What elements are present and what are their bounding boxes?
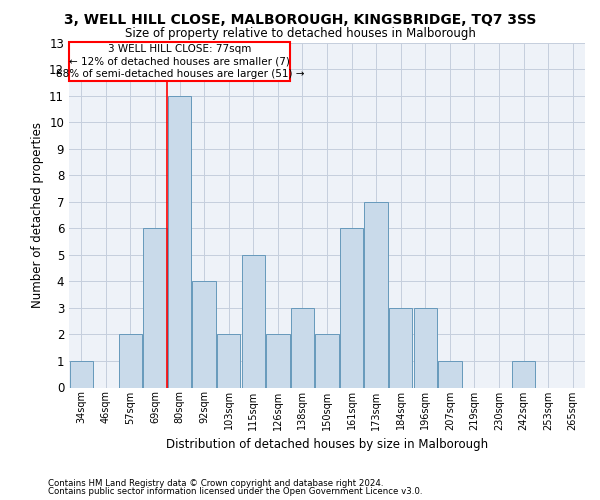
Y-axis label: Number of detached properties: Number of detached properties: [31, 122, 44, 308]
Bar: [389, 308, 412, 388]
Bar: [266, 334, 290, 388]
Text: 3, WELL HILL CLOSE, MALBOROUGH, KINGSBRIDGE, TQ7 3SS: 3, WELL HILL CLOSE, MALBOROUGH, KINGSBRI…: [64, 12, 536, 26]
Text: Contains HM Land Registry data © Crown copyright and database right 2024.: Contains HM Land Registry data © Crown c…: [48, 478, 383, 488]
Text: 3 WELL HILL CLOSE: 77sqm: 3 WELL HILL CLOSE: 77sqm: [108, 44, 251, 54]
Bar: [119, 334, 142, 388]
Bar: [340, 228, 363, 388]
Bar: [242, 255, 265, 388]
Text: ← 12% of detached houses are smaller (7): ← 12% of detached houses are smaller (7): [70, 56, 290, 66]
Bar: [512, 361, 535, 388]
Bar: [316, 334, 338, 388]
Bar: [291, 308, 314, 388]
Bar: [70, 361, 93, 388]
X-axis label: Distribution of detached houses by size in Malborough: Distribution of detached houses by size …: [166, 438, 488, 451]
Bar: [70, 42, 290, 81]
Bar: [193, 282, 216, 388]
Bar: [217, 334, 241, 388]
Text: Size of property relative to detached houses in Malborough: Size of property relative to detached ho…: [125, 28, 475, 40]
Bar: [168, 96, 191, 388]
Bar: [364, 202, 388, 388]
Bar: [413, 308, 437, 388]
Bar: [143, 228, 167, 388]
Bar: [438, 361, 461, 388]
Text: 88% of semi-detached houses are larger (51) →: 88% of semi-detached houses are larger (…: [56, 70, 304, 80]
Text: Contains public sector information licensed under the Open Government Licence v3: Contains public sector information licen…: [48, 488, 422, 496]
